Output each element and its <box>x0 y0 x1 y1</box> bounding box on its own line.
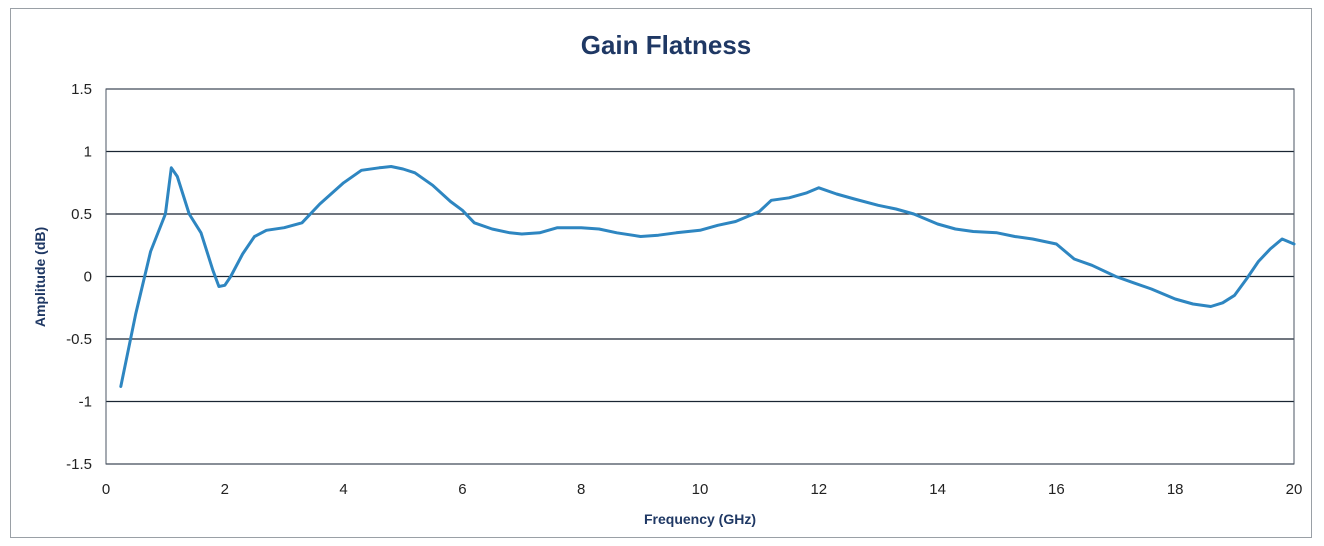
series-line-0 <box>119 165 1296 388</box>
x-tick-label: 8 <box>577 481 585 498</box>
x-tick-label: 20 <box>1286 481 1303 498</box>
x-tick-label: 14 <box>929 481 946 498</box>
x-tick-label: 16 <box>1048 481 1065 498</box>
gain-flatness-chart: Gain Flatness 1.5 1 0.5 0 -0.5 -1 -1.5 0 2 4 6 8 10… <box>32 30 1303 527</box>
y-tick-label: 1 <box>84 144 92 161</box>
y-tick-label: 1.5 <box>71 81 92 98</box>
x-axis-label: Frequency (GHz) <box>644 511 756 527</box>
y-tick-label: -1.5 <box>66 456 92 473</box>
plot-area <box>105 88 1295 465</box>
x-tick-label: 18 <box>1167 481 1184 498</box>
x-tick-label: 10 <box>692 481 709 498</box>
y-axis-ticks: 1.5 1 0.5 0 -0.5 -1 -1.5 <box>66 81 92 473</box>
y-tick-label: -1 <box>79 394 92 411</box>
y-tick-label: 0 <box>84 269 92 286</box>
x-tick-label: 12 <box>810 481 827 498</box>
x-tick-label: 2 <box>221 481 229 498</box>
x-tick-label: 6 <box>458 481 466 498</box>
series-layer <box>119 165 1296 388</box>
y-tick-label: -0.5 <box>66 331 92 348</box>
x-tick-label: 0 <box>102 481 110 498</box>
y-axis-label: Amplitude (dB) <box>32 227 48 327</box>
chart-frame: Gain Flatness 1.5 1 0.5 0 -0.5 -1 -1.5 0 2 4 6 8 10… <box>10 8 1312 538</box>
x-tick-label: 4 <box>339 481 347 498</box>
y-tick-label: 0.5 <box>71 206 92 223</box>
chart-title: Gain Flatness <box>581 30 752 60</box>
x-axis-ticks: 0 2 4 6 8 10 12 14 16 18 20 <box>102 481 1303 498</box>
